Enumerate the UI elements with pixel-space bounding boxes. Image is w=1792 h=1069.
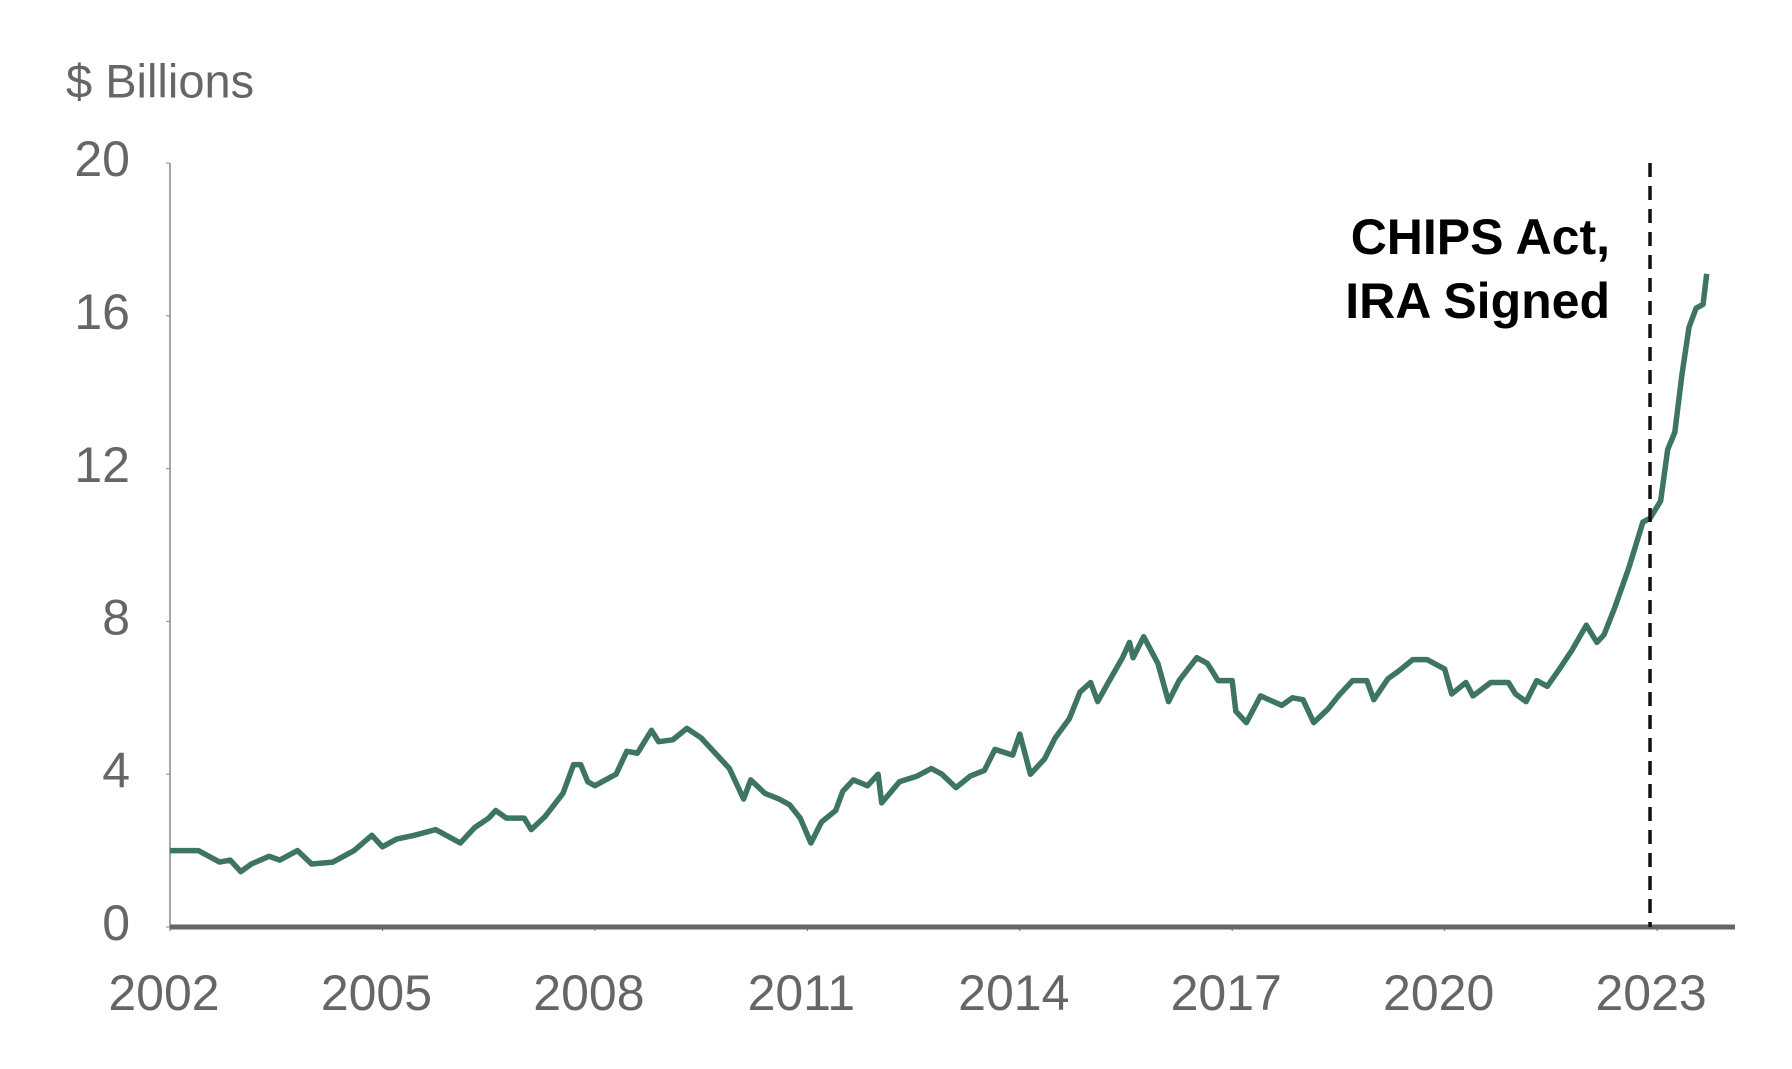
x-tick-label: 2017: [1171, 965, 1282, 1021]
y-tick-label: 12: [74, 437, 130, 493]
x-tick-label: 2008: [533, 965, 644, 1021]
x-tick-label: 2014: [958, 965, 1069, 1021]
annotation-text: CHIPS Act,: [1351, 209, 1610, 265]
y-tick-label: 20: [74, 131, 130, 187]
y-tick-label: 0: [102, 895, 130, 951]
x-tick-label: 2005: [321, 965, 432, 1021]
y-tick-label: 4: [102, 742, 130, 798]
x-tick-label: 2011: [748, 965, 856, 1021]
y-tick-label: 8: [102, 590, 130, 646]
x-tick-label: 2002: [108, 965, 219, 1021]
x-tick-label: 2023: [1595, 965, 1706, 1021]
x-tick-label: 2020: [1383, 965, 1494, 1021]
data-line: [170, 273, 1710, 875]
y-axis-label: $ Billions: [66, 54, 254, 107]
y-tick-label: 16: [74, 284, 130, 340]
annotation-text: IRA Signed: [1345, 273, 1610, 329]
